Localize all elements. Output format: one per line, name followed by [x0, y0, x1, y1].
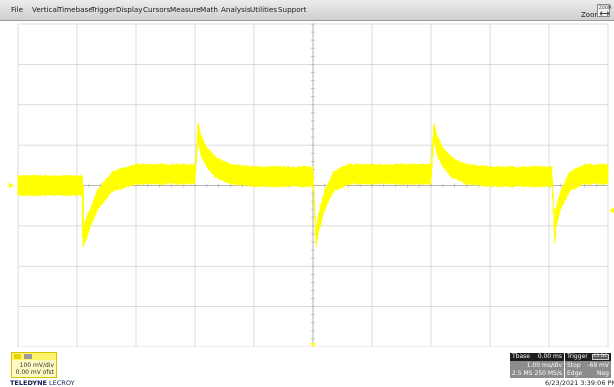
menu-file[interactable]: File	[11, 5, 24, 14]
menu-trigger[interactable]: Trigger	[91, 5, 116, 14]
channel-color-icon	[14, 354, 21, 359]
channel-header	[12, 353, 56, 360]
trigger-header: Trigger	[565, 353, 611, 361]
trigger-delay-marker	[310, 343, 316, 347]
timebase-descriptor[interactable]: Tbase 0.00 ms 1.00 ms/div 2.5 MS 250 MS/…	[510, 353, 564, 378]
zoom-icon-text: ZOOM	[599, 5, 612, 10]
channel-offset: 0.00 mV ofst	[15, 369, 54, 376]
timebase-title: Tbase	[512, 353, 530, 360]
menu-cursors[interactable]: Cursors	[143, 5, 171, 14]
channel-ground-marker	[9, 182, 14, 189]
trigger-mode: Stop	[567, 362, 581, 369]
menu-bar: File Vertical Timebase Trigger Display C…	[0, 0, 614, 21]
menu-vertical[interactable]: Vertical	[32, 5, 59, 14]
menu-timebase[interactable]: Timebase	[58, 5, 93, 14]
brand-logo: TELEDYNE LECROY	[10, 379, 75, 387]
channel-tag-icon	[24, 354, 32, 359]
trigger-level: -69 mV	[587, 362, 609, 369]
trigger-source-tag: C1 DC	[592, 354, 609, 360]
timebase-header: Tbase 0.00 ms	[510, 353, 564, 361]
trigger-descriptor[interactable]: Trigger C1 DC Stop -69 mV Edge Neg	[565, 353, 611, 378]
brand-rest: LECROY	[46, 379, 75, 387]
trigger-type: Edge	[567, 370, 583, 377]
waveform-grid[interactable]	[0, 21, 614, 348]
menu-display[interactable]: Display	[116, 5, 143, 14]
zoom-icon[interactable]: ZOOM	[597, 4, 612, 17]
trigger-level-marker	[609, 207, 614, 214]
waveform-display[interactable]	[0, 21, 614, 348]
trigger-title: Trigger	[567, 353, 588, 360]
trigger-slope: Neg	[597, 370, 609, 377]
date-time: 6/23/2021 3:39:06 PM	[545, 379, 614, 387]
menu-math[interactable]: Math	[200, 5, 218, 14]
menu-utilities[interactable]: Utilities	[250, 5, 278, 14]
timebase-samples: 2.5 MS	[512, 370, 533, 377]
zoom-label: Zoom	[581, 11, 602, 19]
timebase-delay: 0.00 ms	[537, 353, 562, 360]
menu-analysis[interactable]: Analysis	[221, 5, 251, 14]
brand-bold: TELEDYNE	[10, 379, 47, 387]
channel-descriptor[interactable]: 100 mV/div 0.00 mV ofst	[11, 352, 57, 378]
timebase-tdiv: 1.00 ms/div	[526, 362, 562, 369]
timebase-rate: 250 MS/s	[534, 370, 563, 377]
menu-support[interactable]: Support	[278, 5, 307, 14]
menu-measure[interactable]: Measure	[170, 5, 201, 14]
channel-vdiv: 100 mV/div	[19, 362, 54, 369]
